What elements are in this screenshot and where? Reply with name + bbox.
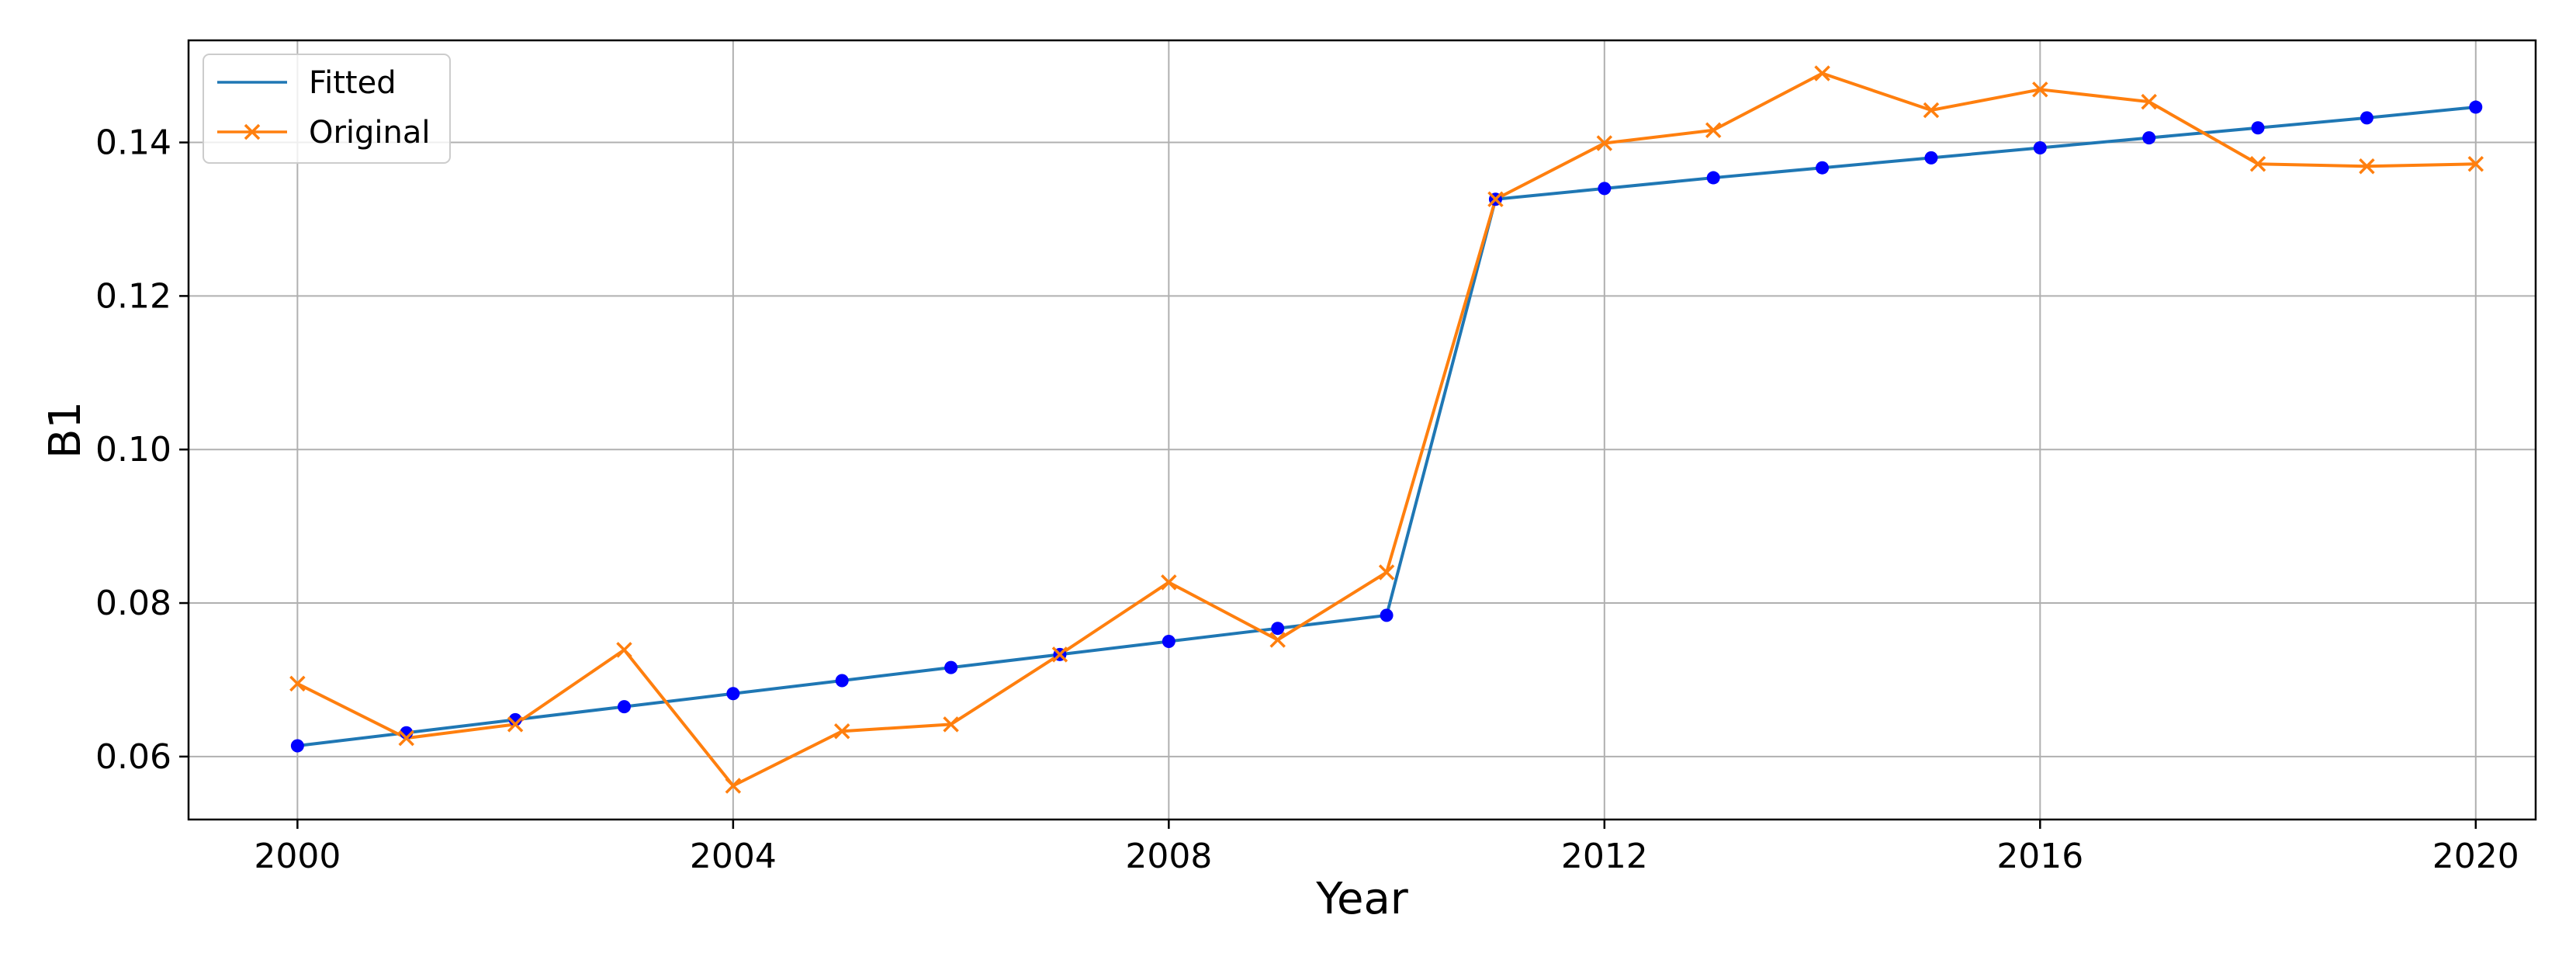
x-axis-ticks: 2000 2004 2008 2012 2016 2020 xyxy=(254,820,2519,876)
point-fitted xyxy=(1598,182,1612,196)
y-axis-title: B1 xyxy=(40,401,91,459)
point-original xyxy=(507,716,524,733)
point-fitted xyxy=(944,660,958,674)
point-original xyxy=(943,716,959,733)
point-original xyxy=(1051,646,1068,663)
series-line-original xyxy=(296,71,2476,788)
x-tick-label: 2008 xyxy=(1125,837,1212,876)
point-original xyxy=(2141,93,2157,110)
point-fitted xyxy=(2251,121,2265,135)
point-fitted xyxy=(835,674,849,688)
point-fitted xyxy=(1162,635,1175,649)
point-original xyxy=(1487,191,1504,207)
plot-area-frame xyxy=(187,39,2537,821)
point-fitted xyxy=(726,687,740,701)
y-tick-label: 0.10 xyxy=(95,430,171,470)
point-original xyxy=(1378,564,1395,580)
point-fitted xyxy=(1924,151,1938,165)
legend-label-original: Original xyxy=(309,115,431,151)
point-fitted xyxy=(1380,608,1394,622)
point-original xyxy=(1161,574,1177,591)
point-fitted xyxy=(1816,161,1830,175)
point-original xyxy=(2032,81,2048,98)
legend: Fitted Original xyxy=(203,54,451,164)
point-fitted xyxy=(2469,100,2483,114)
point-original xyxy=(1269,632,1286,648)
point-original xyxy=(1596,135,1613,151)
point-fitted xyxy=(1706,171,1720,185)
point-original xyxy=(2249,156,2266,172)
x-tick-label: 2000 xyxy=(254,837,341,876)
y-axis-ticks: 0.06 0.08 0.10 0.12 0.14 xyxy=(95,123,189,777)
legend-label-fitted: Fitted xyxy=(309,65,396,101)
grid xyxy=(189,40,2536,820)
point-original xyxy=(1814,65,1830,81)
x-tick-label: 2020 xyxy=(2432,837,2519,876)
y-tick-label: 0.12 xyxy=(95,276,171,316)
point-original xyxy=(398,729,414,747)
y-tick-label: 0.06 xyxy=(95,737,171,777)
point-fitted xyxy=(2033,140,2047,154)
point-fitted xyxy=(2142,131,2156,145)
x-tick-label: 2004 xyxy=(690,837,777,876)
point-original xyxy=(289,675,306,692)
point-fitted xyxy=(508,712,522,726)
x-tick-label: 2012 xyxy=(1561,837,1648,876)
y-tick-label: 0.14 xyxy=(95,123,171,163)
point-original xyxy=(1705,122,1722,138)
point-fitted xyxy=(2360,111,2373,125)
point-fitted xyxy=(617,700,631,714)
legend-x-marker xyxy=(244,123,261,140)
point-original xyxy=(616,642,632,658)
x-tick-label: 2016 xyxy=(1996,837,2083,876)
point-fitted xyxy=(290,739,304,753)
y-tick-label: 0.08 xyxy=(95,584,171,623)
point-original xyxy=(833,723,850,740)
point-fitted xyxy=(1271,622,1285,636)
point-original xyxy=(1923,102,1940,119)
x-axis-title: Year xyxy=(1315,874,1409,924)
point-original xyxy=(725,778,742,794)
series-layer xyxy=(289,65,2484,794)
point-original xyxy=(2359,158,2375,175)
point-original xyxy=(2467,156,2484,172)
legend-marker-original xyxy=(244,123,261,140)
